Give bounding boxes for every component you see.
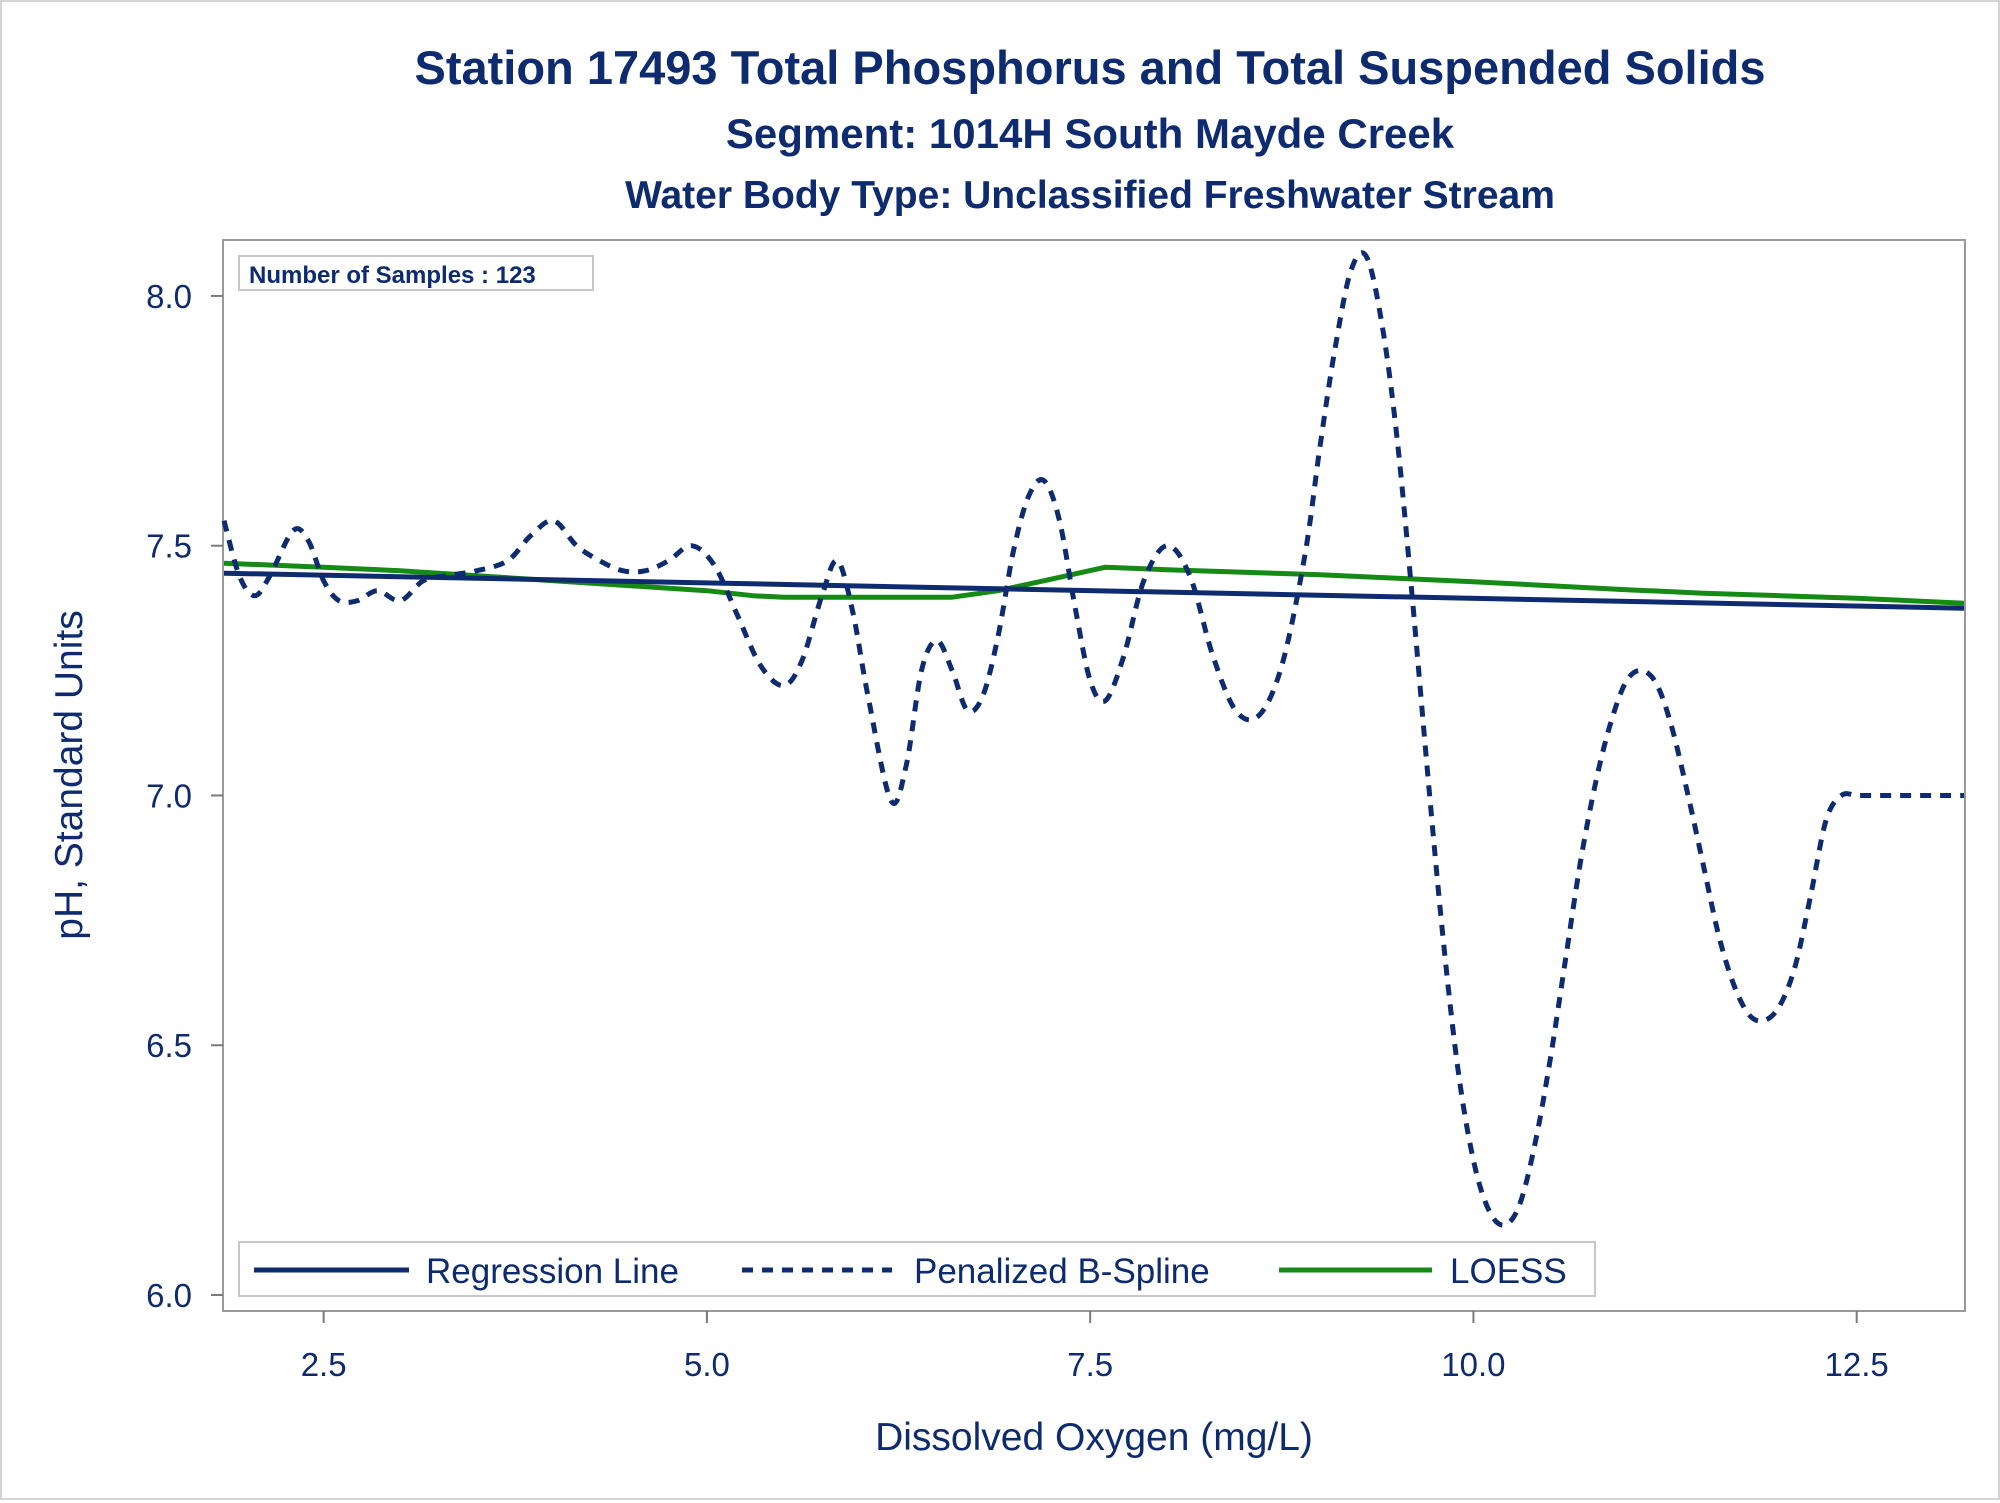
sample-count-border <box>238 255 594 291</box>
series-penalized-b-spline <box>221 250 1964 1228</box>
series-regression-line <box>223 570 1965 611</box>
sample-count-box: Number of Samples : 123 <box>238 255 594 291</box>
x-axis-label: Dissolved Oxygen (mg/L) <box>875 1416 1313 1459</box>
chart-title: Station 17493 Total Phosphorus and Total… <box>415 41 1766 94</box>
y-axis: 6.0 6.5 7.0 7.5 8.0 <box>146 278 223 1314</box>
y-axis-label: pH, Standard Units <box>48 610 91 940</box>
legend-label-spline: Penalized B-Spline <box>914 1252 1210 1291</box>
x-tick-label: 2.5 <box>301 1346 347 1383</box>
legend-label-loess: LOESS <box>1450 1252 1567 1291</box>
x-tick-label: 10.0 <box>1441 1346 1505 1383</box>
y-tick-label: 6.0 <box>146 1277 192 1314</box>
sample-count-label: Number of Samples : 123 <box>249 262 536 289</box>
x-tick-label: 12.5 <box>1825 1346 1889 1383</box>
y-tick-label: 8.0 <box>146 278 192 315</box>
x-tick-label: 5.0 <box>684 1346 730 1383</box>
plot-area <box>222 239 1966 1312</box>
chart-subtitle: Segment: 1014H South Mayde Creek <box>726 110 1455 157</box>
y-tick-label: 7.0 <box>146 777 192 814</box>
y-tick-label: 7.5 <box>146 528 192 565</box>
legend-label-regression: Regression Line <box>426 1252 679 1291</box>
x-tick-label: 7.5 <box>1067 1346 1113 1383</box>
legend: Regression Line Penalized B-Spline LOESS <box>238 1241 1596 1297</box>
chart-subtitle-2: Water Body Type: Unclassified Freshwater… <box>625 174 1555 217</box>
series-layer <box>221 250 1965 1228</box>
y-tick-label: 6.5 <box>146 1027 192 1064</box>
x-axis: 2.5 5.0 7.5 10.0 12.5 <box>301 1311 1889 1383</box>
plot-border <box>222 239 1966 1312</box>
